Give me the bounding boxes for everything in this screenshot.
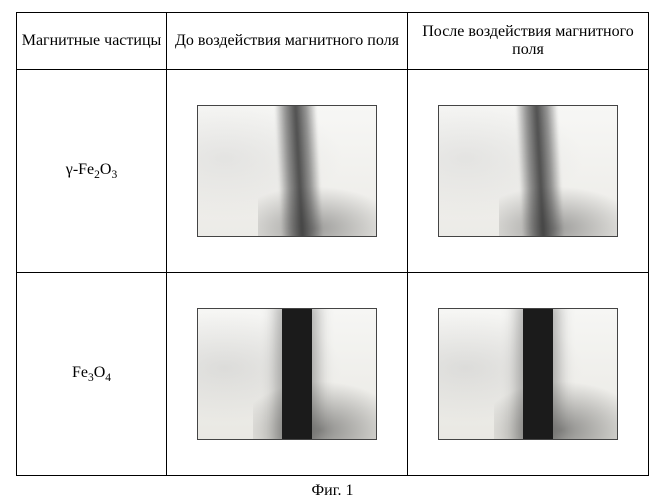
sample-image — [438, 308, 618, 440]
table-row: Fe3O4 — [17, 273, 649, 476]
sample-image — [197, 105, 377, 237]
sample-image — [197, 308, 377, 440]
cell-after-fe3o4 — [408, 273, 649, 476]
sample-image — [438, 105, 618, 237]
row-label-fe3o4: Fe3O4 — [17, 273, 167, 476]
cell-before-gamma — [167, 70, 408, 273]
table-row: γ-Fe2O3 — [17, 70, 649, 273]
cell-after-gamma — [408, 70, 649, 273]
figure-table: Магнитные частицы До воздействия магнитн… — [16, 12, 649, 476]
header-particles: Магнитные частицы — [17, 13, 167, 70]
cell-before-fe3o4 — [167, 273, 408, 476]
header-before-field: До воздействия магнитного поля — [167, 13, 408, 70]
row-label-gamma-fe2o3: γ-Fe2O3 — [17, 70, 167, 273]
table-header-row: Магнитные частицы До воздействия магнитн… — [17, 13, 649, 70]
header-after-field: После воздействия магнитного поля — [408, 13, 649, 70]
figure-caption: Фиг. 1 — [16, 482, 649, 500]
